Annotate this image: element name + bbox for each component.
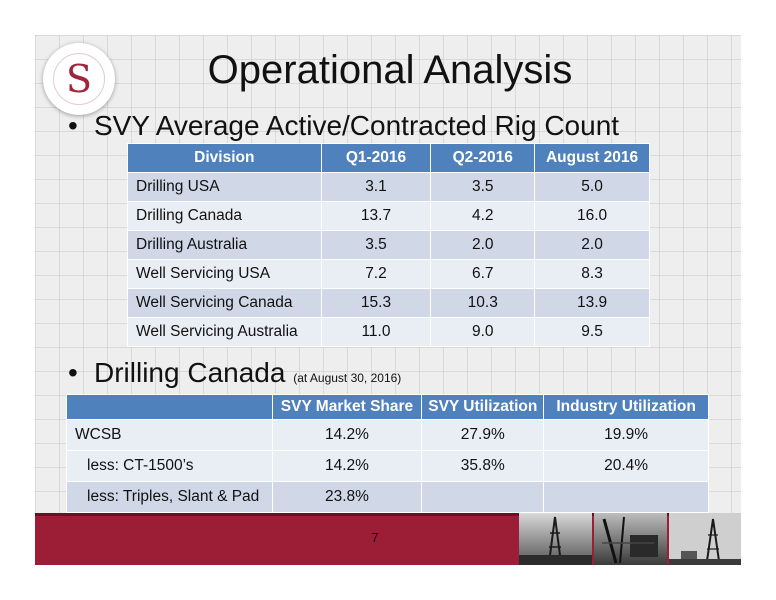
q1-cell: 13.7 [320,201,432,231]
table-row: Drilling USA 3.1 3.5 5.0 [127,172,650,202]
august-cell: 2.0 [534,230,650,260]
q1-cell: 3.1 [320,172,432,202]
market-share-cell: 14.2% [271,450,423,482]
market-share-cell: 14.2% [271,419,423,451]
header-q2-2016: Q2-2016 [430,143,536,173]
table-row: Well Servicing Canada 15.3 10.3 13.9 [127,288,650,318]
q2-cell: 6.7 [430,259,536,289]
q2-cell: 3.5 [430,172,536,202]
svy-utilization-cell [421,481,545,513]
footer-strip [35,513,741,516]
bullet-drilling-canada-text: Drilling Canada [94,357,286,388]
svy-utilization-cell: 35.8% [421,450,545,482]
q1-cell: 7.2 [320,259,432,289]
q1-cell: 11.0 [320,317,432,347]
august-cell: 9.5 [534,317,650,347]
logo-letter: S [65,57,93,101]
header-blank [66,394,273,420]
august-cell: 8.3 [534,259,650,289]
august-cell: 16.0 [534,201,650,231]
division-cell: Drilling Australia [127,230,322,260]
table-row: less: CT-1500’s 14.2% 35.8% 20.4% [66,450,709,482]
rig-count-table: Division Q1-2016 Q2-2016 August 2016 Dri… [127,143,650,347]
drilling-canada-table: SVY Market Share SVY Utilization Industr… [66,394,709,513]
industry-utilization-cell [543,481,709,513]
bullet-drilling-canada: • Drilling Canada (at August 30, 2016) [68,357,401,389]
division-cell: Drilling USA [127,172,322,202]
august-cell: 5.0 [534,172,650,202]
division-cell: Well Servicing Australia [127,317,322,347]
drilling-rig-photo [519,513,592,565]
table-row: Drilling Australia 3.5 2.0 2.0 [127,230,650,260]
table-row: less: Triples, Slant & Pad 23.8% [66,481,709,513]
table-row: Drilling Canada 13.7 4.2 16.0 [127,201,650,231]
header-svy-utilization: SVY Utilization [421,394,545,420]
page-number: 7 [371,530,379,545]
august-cell: 13.9 [534,288,650,318]
header-market-share: SVY Market Share [271,394,423,420]
q1-cell: 15.3 [320,288,432,318]
header-august-2016: August 2016 [534,143,650,173]
market-share-cell: 23.8% [271,481,423,513]
q2-cell: 4.2 [430,201,536,231]
table-row: Well Servicing USA 7.2 6.7 8.3 [127,259,650,289]
region-cell: WCSB [66,419,273,451]
logo-ring [53,53,105,105]
drilling-rig-photo [669,513,741,565]
bullet-date-note: (at August 30, 2016) [293,371,402,385]
company-logo: S [43,43,115,115]
table-header-row: SVY Market Share SVY Utilization Industr… [66,394,709,420]
bullet-marker: • [68,357,78,388]
q2-cell: 9.0 [430,317,536,347]
q2-cell: 2.0 [430,230,536,260]
table-row: WCSB 14.2% 27.9% 19.9% [66,419,709,451]
division-cell: Well Servicing USA [127,259,322,289]
bullet-rig-count-text: SVY Average Active/Contracted Rig Count [94,110,620,141]
industry-utilization-cell: 20.4% [543,450,709,482]
bullet-marker: • [68,110,78,141]
division-cell: Drilling Canada [127,201,322,231]
svy-utilization-cell: 27.9% [421,419,545,451]
region-cell: less: Triples, Slant & Pad [66,481,273,513]
q1-cell: 3.5 [320,230,432,260]
industry-utilization-cell: 19.9% [543,419,709,451]
table-header-row: Division Q1-2016 Q2-2016 August 2016 [127,143,650,173]
region-cell: less: CT-1500’s [66,450,273,482]
q2-cell: 10.3 [430,288,536,318]
header-industry-utilization: Industry Utilization [543,394,709,420]
slide-title: Operational Analysis [207,48,573,92]
division-cell: Well Servicing Canada [127,288,322,318]
header-q1-2016: Q1-2016 [320,143,432,173]
bullet-rig-count: • SVY Average Active/Contracted Rig Count [68,110,619,142]
drilling-rig-photo [594,513,667,565]
header-division: Division [127,143,322,173]
table-row: Well Servicing Australia 11.0 9.0 9.5 [127,317,650,347]
